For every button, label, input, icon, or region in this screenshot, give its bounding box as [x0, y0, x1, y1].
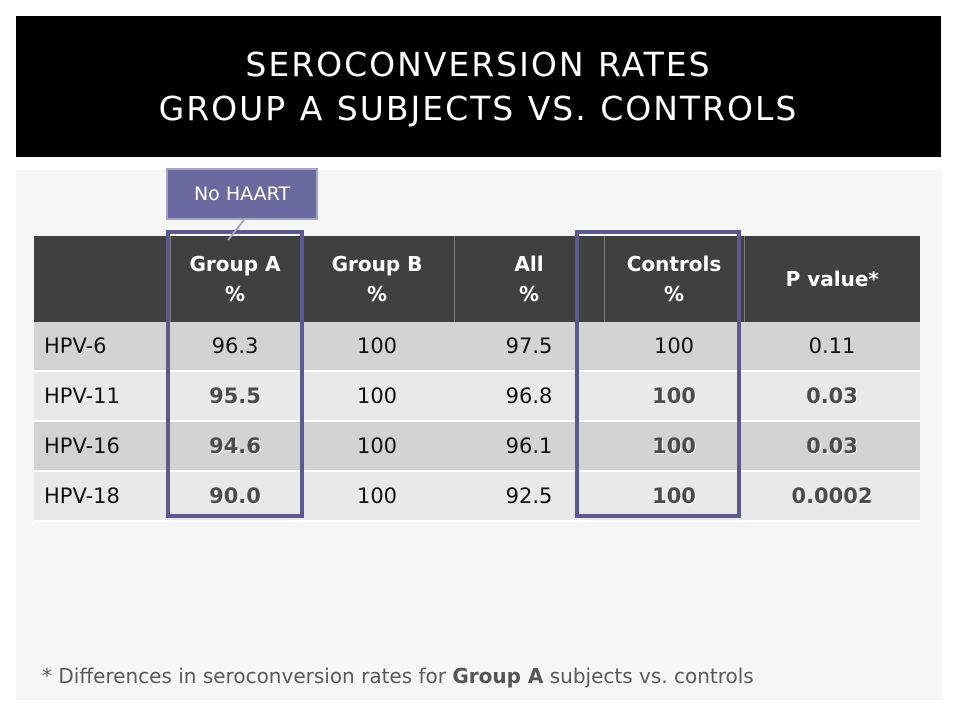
- footnote-bold: Group A: [452, 664, 544, 688]
- cell-controls: 100: [604, 471, 744, 522]
- table-row: HPV-18 90.0 100 92.5 100 0.0002: [34, 471, 920, 522]
- seroconversion-table: Group A% Group B% All% Controls% P value…: [34, 236, 920, 522]
- cell-group-a: 94.6: [170, 421, 300, 472]
- no-haart-callout: No HAART: [166, 168, 318, 220]
- footnote-suffix: subjects vs. controls: [543, 664, 754, 688]
- cell-all: 97.5: [454, 322, 604, 372]
- row-label: HPV-16: [34, 421, 170, 472]
- header-all: All%: [454, 236, 605, 322]
- row-label: HPV-6: [34, 322, 170, 372]
- cell-p-value: 0.11: [744, 322, 920, 372]
- cell-p-value: 0.0002: [744, 471, 920, 522]
- slide-title-line-1: SEROCONVERSION RATES: [245, 44, 712, 84]
- row-label: HPV-18: [34, 471, 170, 522]
- table-row: HPV-6 96.3 100 97.5 100 0.11: [34, 322, 920, 372]
- cell-controls: 100: [604, 322, 744, 372]
- header-group-b: Group B%: [300, 236, 455, 322]
- table-row: HPV-11 95.5 100 96.8 100 0.03: [34, 371, 920, 422]
- header-blank: [34, 236, 171, 322]
- header-controls: Controls%: [604, 236, 745, 322]
- footnote-prefix: * Differences in seroconversion rates fo…: [42, 664, 453, 688]
- cell-group-a: 95.5: [170, 371, 300, 422]
- cell-all: 96.8: [454, 371, 604, 422]
- header-group-a: Group A%: [170, 236, 301, 322]
- cell-group-b: 100: [300, 421, 454, 472]
- cell-group-b: 100: [300, 471, 454, 522]
- cell-controls: 100: [604, 371, 744, 422]
- slide-title-line-2: GROUP A SUBJECTS VS. CONTROLS: [158, 88, 799, 128]
- cell-p-value: 0.03: [744, 371, 920, 422]
- slide-title-bar: SEROCONVERSION RATES GROUP A SUBJECTS VS…: [16, 16, 941, 157]
- header-p-value: P value*: [744, 236, 920, 322]
- cell-group-a: 96.3: [170, 322, 300, 372]
- cell-group-a: 90.0: [170, 471, 300, 522]
- cell-all: 92.5: [454, 471, 604, 522]
- callout-label: No HAART: [193, 183, 291, 205]
- table-header-row: Group A% Group B% All% Controls% P value…: [34, 236, 920, 322]
- cell-group-b: 100: [300, 371, 454, 422]
- cell-controls: 100: [604, 421, 744, 472]
- footnote: * Differences in seroconversion rates fo…: [42, 664, 754, 688]
- cell-group-b: 100: [300, 322, 454, 372]
- cell-all: 96.1: [454, 421, 604, 472]
- table-row: HPV-16 94.6 100 96.1 100 0.03: [34, 421, 920, 472]
- cell-p-value: 0.03: [744, 421, 920, 472]
- row-label: HPV-11: [34, 371, 170, 422]
